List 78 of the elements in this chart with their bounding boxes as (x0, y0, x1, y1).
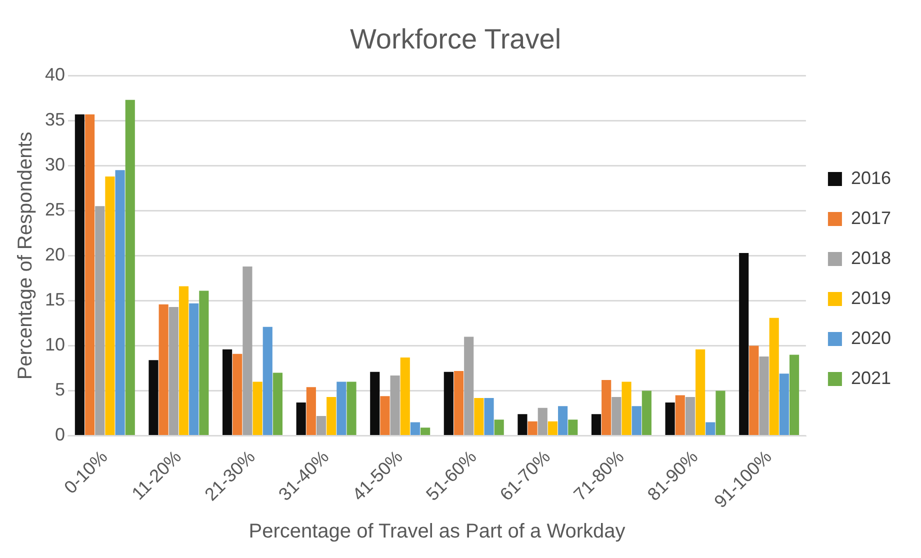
bar (494, 420, 504, 436)
bar (444, 372, 454, 436)
legend-label: 2018 (850, 248, 892, 268)
chart-title: Workforce Travel (350, 24, 562, 55)
bar (370, 372, 380, 436)
legend-label: 2021 (850, 368, 892, 388)
bar (696, 349, 706, 436)
bar (336, 382, 346, 436)
bar (759, 356, 769, 436)
y-tick-label: 30 (44, 154, 66, 175)
bar (602, 380, 612, 436)
bar (400, 357, 410, 436)
bar (316, 416, 326, 436)
bar (158, 304, 168, 436)
bar (632, 406, 642, 436)
bar (189, 303, 199, 436)
bar (484, 398, 494, 436)
bar (178, 286, 189, 436)
y-tick-label: 10 (44, 334, 66, 355)
bar (558, 406, 568, 436)
bar (242, 266, 252, 436)
bar (74, 114, 84, 436)
bar (642, 390, 652, 436)
bar (410, 422, 420, 436)
y-tick-label: 15 (44, 290, 66, 310)
bar (591, 414, 602, 436)
bar (622, 382, 632, 436)
bar (168, 307, 178, 436)
bar (739, 252, 749, 436)
legend-label: 2017 (850, 208, 892, 228)
y-tick-label: 0 (55, 424, 66, 445)
bar (148, 360, 158, 436)
bar (779, 374, 789, 436)
bar (538, 408, 548, 436)
bar (326, 397, 336, 436)
bar (296, 402, 306, 436)
x-axis-title: Percentage of Travel as Part of a Workday (248, 520, 626, 543)
bar (568, 420, 578, 436)
bar (222, 349, 232, 436)
bar (464, 336, 474, 436)
bar (262, 326, 272, 436)
bar (706, 422, 716, 436)
bar (454, 370, 464, 436)
bar (105, 176, 115, 436)
bar (749, 346, 759, 436)
bar (380, 396, 390, 436)
bar (769, 318, 779, 436)
bar (85, 114, 95, 436)
y-axis-title: Percentage of Respondents (14, 132, 37, 380)
bar (199, 290, 209, 436)
bar (528, 421, 538, 436)
bar (252, 382, 262, 436)
bar (125, 100, 135, 436)
bar (95, 206, 105, 436)
y-tick-label: 20 (44, 244, 66, 265)
bar (420, 428, 430, 436)
bar (115, 170, 125, 436)
bar (518, 414, 528, 436)
bar (685, 397, 696, 436)
bar (390, 375, 400, 436)
y-tick-label: 40 (44, 64, 66, 85)
bar (306, 387, 316, 436)
y-tick-label: 35 (44, 110, 66, 130)
bar (232, 354, 242, 436)
y-tick-label: 25 (44, 200, 66, 220)
y-tick-label: 5 (55, 380, 66, 400)
bar (675, 395, 685, 436)
bar (272, 372, 283, 436)
legend-label: 2016 (850, 168, 892, 188)
bar (612, 397, 622, 436)
bar (346, 382, 356, 436)
bar (716, 390, 726, 436)
bar (789, 354, 800, 436)
bar (474, 398, 484, 436)
legend-label: 2019 (850, 288, 892, 308)
bar (548, 421, 558, 436)
legend-label: 2020 (850, 328, 892, 348)
bar (665, 402, 675, 436)
